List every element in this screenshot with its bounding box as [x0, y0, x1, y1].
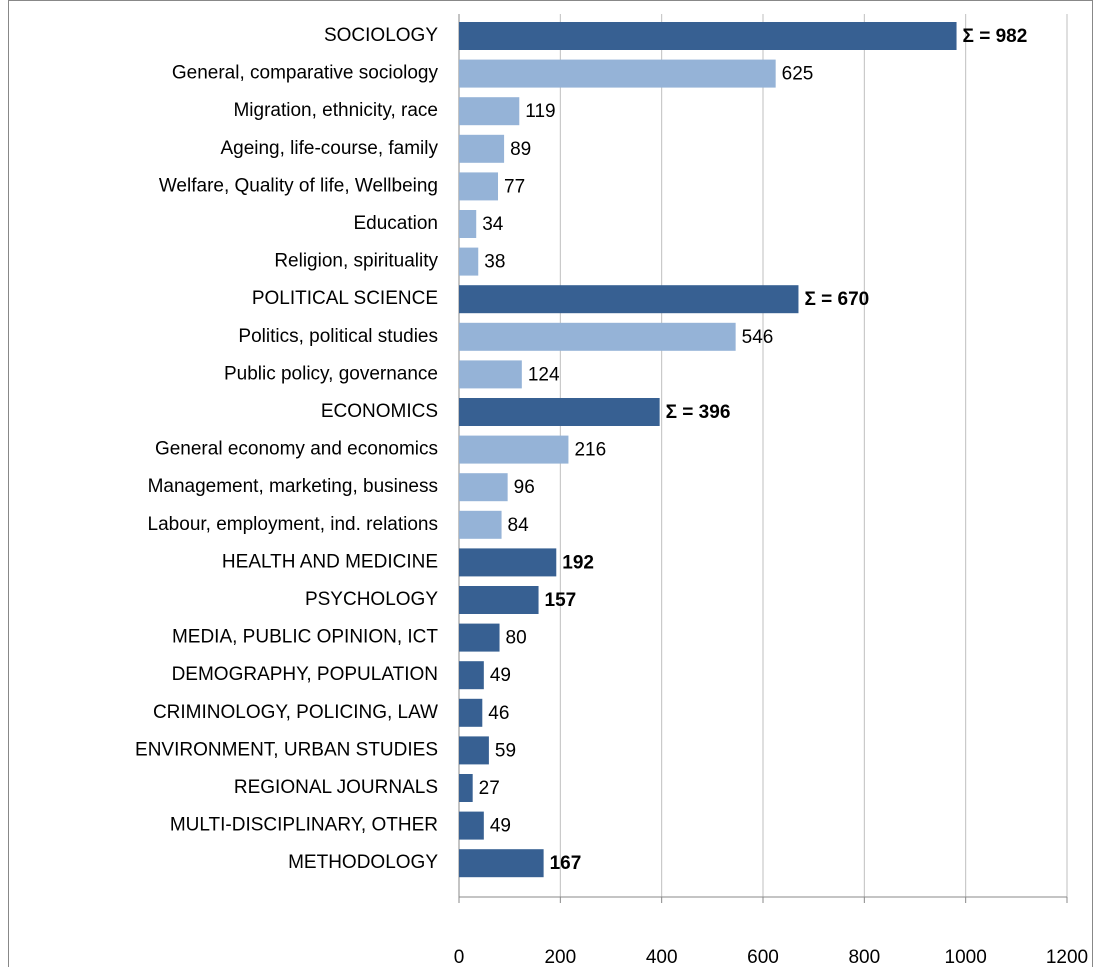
y-tick-label: Ageing, life-course, family: [220, 138, 438, 159]
x-tick-label: 400: [646, 947, 678, 967]
y-tick-label: Public policy, governance: [224, 363, 438, 384]
y-tick-label: SOCIOLOGY: [324, 25, 438, 46]
value-label: 157: [545, 590, 577, 611]
value-label: 80: [506, 628, 527, 649]
value-label: 167: [550, 853, 582, 874]
y-tick-label: POLITICAL SCIENCE: [252, 288, 438, 309]
bar: [459, 473, 508, 502]
bar: [459, 698, 483, 727]
value-label: 49: [490, 816, 511, 837]
x-tick-label: 1200: [1046, 947, 1088, 967]
bar: [459, 210, 477, 238]
bar: [459, 360, 522, 389]
y-tick-label: Politics, political studies: [238, 326, 438, 347]
bar: [459, 398, 660, 426]
value-label: 124: [528, 364, 560, 385]
bar: [459, 661, 484, 690]
bar: [459, 548, 557, 577]
y-tick-label: REGIONAL JOURNALS: [234, 777, 438, 798]
bar: [459, 586, 539, 614]
bar: [459, 510, 502, 539]
bar: [459, 849, 544, 878]
value-label: 38: [484, 252, 505, 273]
value-label: 96: [514, 477, 535, 498]
value-label: Σ = 982: [963, 26, 1028, 47]
y-tick-label: Migration, ethnicity, race: [233, 100, 438, 121]
value-label: 89: [510, 139, 531, 160]
value-label: 119: [525, 101, 555, 122]
value-label: Σ = 396: [666, 402, 731, 423]
y-tick-label: ECONOMICS: [321, 401, 438, 422]
value-label: 192: [562, 552, 594, 573]
x-tick-label: 200: [544, 947, 576, 967]
value-label: 27: [479, 778, 500, 799]
y-tick-label: Welfare, Quality of life, Wellbeing: [159, 175, 438, 196]
y-tick-label: MEDIA, PUBLIC OPINION, ICT: [172, 627, 438, 648]
y-tick-label: METHODOLOGY: [288, 852, 438, 873]
y-tick-label: PSYCHOLOGY: [305, 589, 438, 610]
bar: [459, 435, 569, 464]
value-label: 46: [488, 703, 509, 724]
bar: [459, 623, 500, 652]
value-label: 49: [490, 665, 511, 686]
value-label: 84: [508, 515, 530, 536]
value-label: 59: [495, 740, 516, 761]
y-tick-label: MULTI-DISCIPLINARY, OTHER: [170, 815, 438, 836]
value-label: 216: [574, 440, 606, 461]
bar: [459, 97, 520, 126]
bar: [459, 774, 473, 802]
bar: [459, 59, 776, 88]
value-label: 625: [782, 64, 814, 85]
y-tick-label: Management, marketing, business: [148, 476, 438, 497]
value-label: Σ = 670: [804, 289, 869, 310]
x-tick-label: 0: [454, 947, 465, 967]
y-tick-label: Education: [353, 213, 438, 234]
x-tick-label: 1000: [945, 947, 987, 967]
bar: [459, 172, 499, 201]
bar: [459, 247, 479, 276]
x-tick-label: 600: [747, 947, 779, 967]
bar: [459, 134, 505, 163]
y-tick-label: Labour, employment, ind. relations: [148, 514, 438, 535]
y-tick-label: Religion, spirituality: [274, 251, 438, 272]
y-tick-label: CRIMINOLOGY, POLICING, LAW: [153, 702, 438, 723]
bar: [459, 22, 957, 50]
value-label: 77: [504, 176, 525, 197]
y-tick-label: DEMOGRAPHY, POPULATION: [172, 664, 438, 685]
bar: [459, 285, 799, 314]
y-tick-label: ENVIRONMENT, URBAN STUDIES: [135, 739, 438, 760]
y-tick-label: HEALTH AND MEDICINE: [222, 551, 438, 572]
value-label: 546: [742, 327, 774, 348]
bar: [459, 811, 484, 840]
bar: [459, 322, 736, 351]
bar: [459, 736, 489, 765]
x-tick-label: 800: [848, 947, 880, 967]
y-tick-label: General, comparative sociology: [172, 63, 439, 84]
y-tick-label: General economy and economics: [155, 439, 438, 460]
value-label: 34: [482, 214, 504, 235]
